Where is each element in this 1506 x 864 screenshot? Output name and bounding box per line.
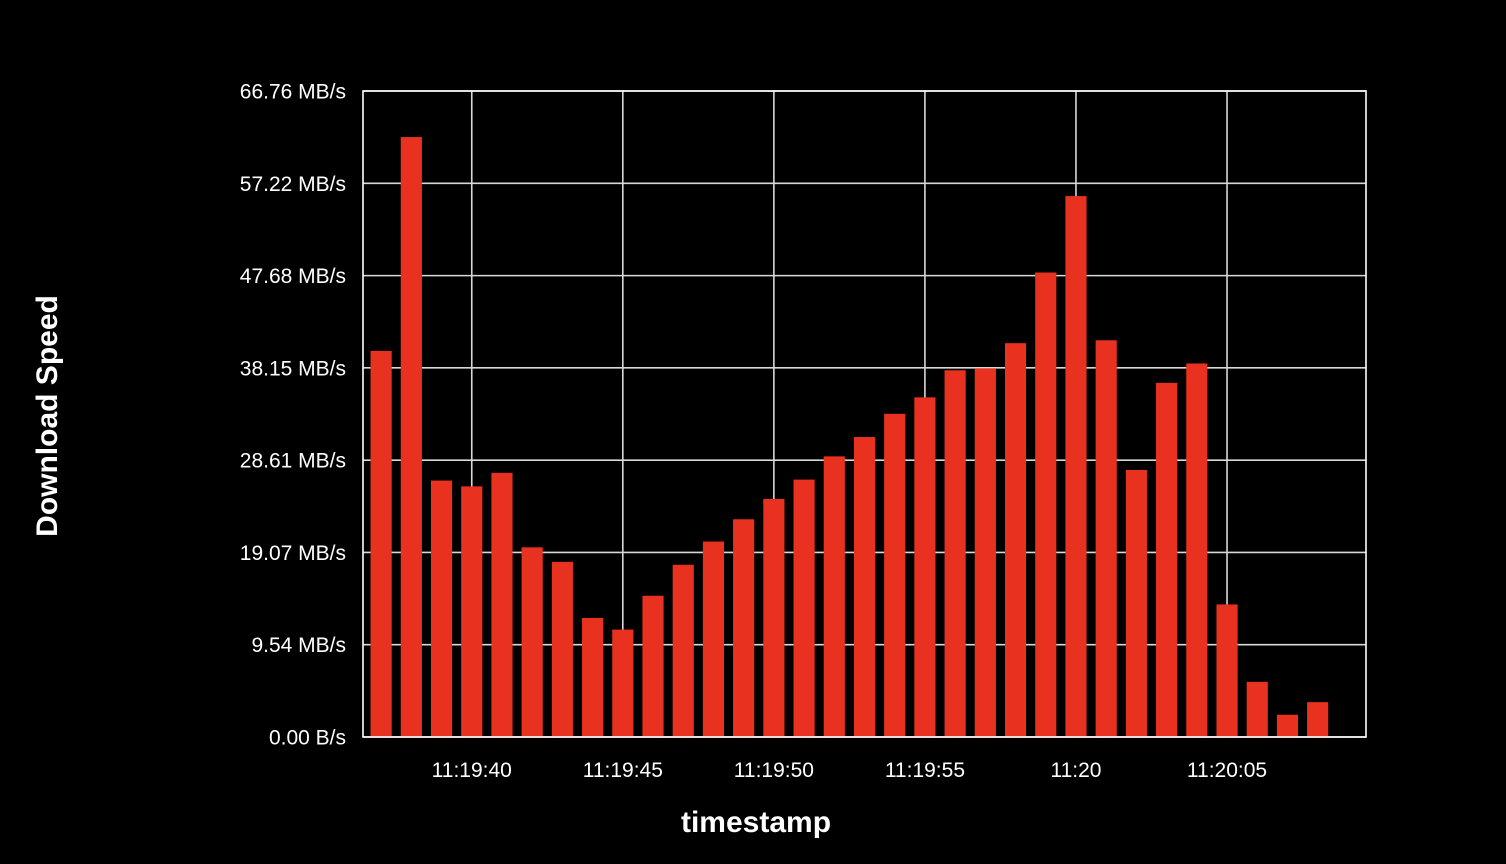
- y-tick-label: 57.22 MB/s: [240, 173, 346, 196]
- bar: [793, 479, 815, 737]
- y-tick-label: 47.68 MB/s: [240, 265, 346, 288]
- bar: [1035, 272, 1057, 737]
- bar: [672, 564, 694, 737]
- y-tick-label: 28.61 MB/s: [240, 450, 346, 473]
- bar: [823, 456, 845, 737]
- y-tick-label: 0.00 B/s: [269, 727, 346, 750]
- bar: [491, 472, 513, 737]
- bar: [974, 368, 996, 737]
- x-tick-labels: 11:19:40 11:19:45 11:19:50 11:19:55 11:20 11:…: [432, 759, 1267, 782]
- bar: [1307, 702, 1329, 737]
- x-axis-title: timestamp: [681, 806, 831, 839]
- bar: [612, 629, 634, 737]
- bar: [642, 595, 664, 737]
- bar: [400, 137, 422, 737]
- bar: [1065, 196, 1087, 737]
- bar: [1125, 469, 1147, 737]
- x-tick-label: 11:19:55: [885, 759, 965, 782]
- bar: [944, 370, 966, 737]
- bar: [1156, 382, 1178, 737]
- bar: [370, 350, 392, 737]
- y-tick-label: 66.76 MB/s: [240, 81, 346, 104]
- bar: [521, 547, 543, 737]
- x-tick-label: 11:19:40: [432, 759, 512, 782]
- bar: [1095, 340, 1117, 737]
- bar: [551, 561, 573, 737]
- bar: [582, 617, 604, 737]
- bar: [763, 498, 785, 737]
- plot-frame: [362, 90, 1367, 738]
- bar: [702, 541, 725, 737]
- y-tick-label: 9.54 MB/s: [251, 634, 346, 657]
- bar: [1186, 363, 1208, 737]
- bar: [461, 486, 483, 737]
- bar: [430, 480, 453, 737]
- bar: [914, 397, 936, 737]
- y-tick-label: 38.15 MB/s: [240, 357, 346, 380]
- bar: [1004, 343, 1027, 737]
- bars: [370, 137, 1329, 737]
- bar: [884, 413, 906, 737]
- bar: [1216, 604, 1238, 737]
- bar: [733, 519, 755, 737]
- bar: [1246, 681, 1268, 737]
- bar: [1276, 714, 1299, 737]
- x-tick-label: 11:20:05: [1187, 759, 1267, 782]
- y-axis-title: Download Speed: [31, 295, 64, 537]
- y-tick-label: 19.07 MB/s: [240, 542, 346, 565]
- bar: [853, 437, 876, 737]
- x-tick-label: 11:19:45: [583, 759, 663, 782]
- y-tick-labels: 0.00 B/s 9.54 MB/s 19.07 MB/s 28.61 MB/s 38.…: [240, 81, 346, 750]
- x-tick-label: 11:19:50: [734, 759, 814, 782]
- x-tick-label: 11:20: [1050, 759, 1101, 782]
